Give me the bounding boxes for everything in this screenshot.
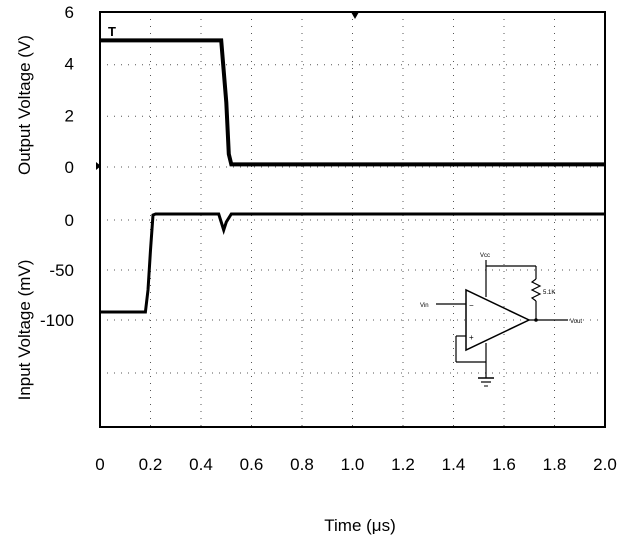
x-tick-label: 1.4 xyxy=(442,455,466,474)
left-zero-marker-icon xyxy=(96,162,101,170)
output-y-tick-label: 2 xyxy=(65,106,74,125)
x-tick-labels: 0 0.2 0.4 0.6 0.8 1.0 1.2 1.4 1.6 1.8 2.0 xyxy=(95,455,617,474)
output-y-axis-label: Output Voltage (V) xyxy=(15,35,34,175)
opamp-triangle-icon xyxy=(465,288,531,352)
svg-text:−: − xyxy=(469,301,474,310)
grid-lines xyxy=(100,12,605,427)
input-voltage-line xyxy=(100,212,605,314)
x-axis-label: Time (μs) xyxy=(324,516,396,535)
resistor-label: 5.1K xyxy=(543,290,555,296)
opamp-inset: − + Vcc 5.1K Vin Vout xyxy=(420,253,582,387)
x-tick-label: 0 xyxy=(95,455,104,474)
top-marker-icon xyxy=(351,12,359,19)
svg-text:+: + xyxy=(469,333,474,342)
x-tick-label: 0.8 xyxy=(290,455,314,474)
x-tick-label: 0.6 xyxy=(240,455,264,474)
x-tick-label: 1.2 xyxy=(391,455,415,474)
output-y-tick-label: 6 xyxy=(65,3,74,22)
resistor-icon xyxy=(530,278,542,302)
output-y-tick-label: 4 xyxy=(65,55,74,74)
x-tick-label: 1.0 xyxy=(341,455,365,474)
input-y-tick-label: 0 xyxy=(65,211,74,230)
vout-label: Vout xyxy=(570,319,582,325)
x-tick-label: 0.4 xyxy=(189,455,213,474)
input-y-tick-label: -50 xyxy=(49,261,74,280)
vcc-label: Vcc xyxy=(480,253,490,259)
x-tick-label: 1.6 xyxy=(492,455,516,474)
input-y-axis-label: Input Voltage (mV) xyxy=(15,260,34,401)
output-voltage-line xyxy=(100,38,605,167)
output-y-tick-label: 0 xyxy=(65,158,74,177)
x-tick-label: 0.2 xyxy=(139,455,163,474)
input-y-tick-labels: 0 -50 -100 xyxy=(40,211,74,330)
output-y-tick-labels: 6 4 2 0 xyxy=(65,3,74,177)
input-y-tick-label: -100 xyxy=(40,311,74,330)
x-tick-label: 1.8 xyxy=(543,455,567,474)
trigger-marker: T xyxy=(108,24,116,39)
x-tick-label: 2.0 xyxy=(593,455,617,474)
vin-label: Vin xyxy=(420,303,429,309)
